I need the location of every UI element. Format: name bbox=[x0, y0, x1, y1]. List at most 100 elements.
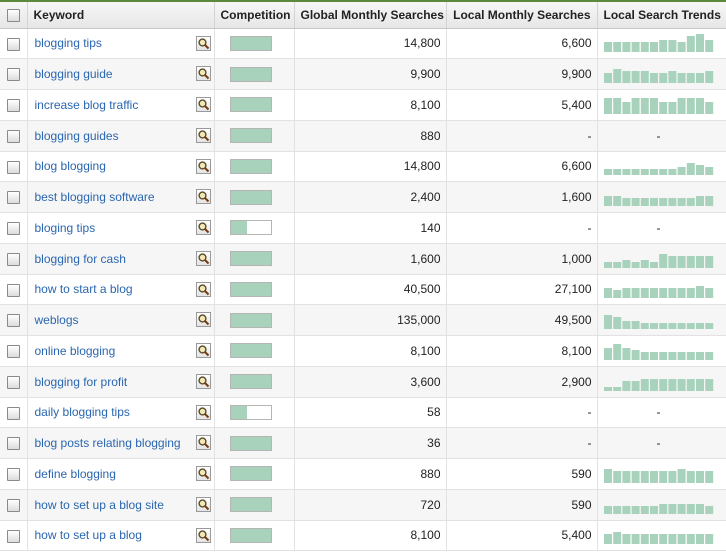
keyword-link[interactable]: weblogs bbox=[34, 313, 79, 328]
magnifier-icon[interactable] bbox=[195, 97, 211, 112]
magnifier-icon[interactable] bbox=[195, 435, 211, 451]
competition-bar-fill bbox=[230, 467, 271, 481]
magnifier-icon[interactable] bbox=[195, 35, 211, 51]
keyword-cell: how to set up a blog bbox=[27, 520, 215, 552]
keyword-cell: daily blogging tips bbox=[27, 397, 215, 429]
row-checkbox[interactable] bbox=[6, 345, 20, 359]
local-searches-column-header[interactable]: Local Monthly Searches bbox=[446, 2, 598, 29]
trend-bar bbox=[621, 259, 630, 268]
keyword-cell: blogging guide bbox=[27, 58, 215, 90]
keyword-link[interactable]: blogging tips bbox=[34, 36, 102, 51]
trend-bar bbox=[640, 378, 649, 391]
trend-bar bbox=[686, 73, 695, 84]
row-checkbox[interactable] bbox=[6, 160, 20, 174]
trend-bar bbox=[603, 315, 612, 330]
trend-bar bbox=[686, 36, 695, 53]
magnifier-icon[interactable] bbox=[195, 127, 211, 143]
magnifier-icon[interactable] bbox=[195, 466, 211, 481]
trend-cell: - bbox=[597, 427, 726, 459]
row-checkbox[interactable] bbox=[6, 283, 20, 297]
competition-column-header[interactable]: Competition bbox=[214, 2, 295, 29]
magnifier-icon[interactable] bbox=[195, 343, 211, 358]
trend-bar bbox=[612, 343, 621, 360]
trend-sparkline bbox=[603, 34, 713, 53]
trend-bar bbox=[612, 196, 621, 207]
trend-bar bbox=[649, 169, 658, 176]
magnifier-icon[interactable] bbox=[195, 66, 211, 82]
table-row: blog blogging 14,800 6,600 bbox=[0, 151, 726, 183]
competition-bar-fill bbox=[230, 36, 271, 50]
magnifier-icon[interactable] bbox=[195, 158, 211, 174]
magnifier-icon[interactable] bbox=[195, 220, 211, 235]
trend-bar bbox=[603, 288, 612, 299]
competition-bar bbox=[229, 97, 272, 113]
global-searches-cell: 135,000 bbox=[294, 304, 447, 336]
magnifier-icon[interactable] bbox=[195, 312, 211, 328]
trend-bar bbox=[631, 97, 640, 114]
keyword-link[interactable]: daily blogging tips bbox=[34, 405, 130, 420]
row-checkbox[interactable] bbox=[6, 314, 20, 328]
trend-bar bbox=[658, 534, 667, 545]
trend-cell bbox=[597, 304, 726, 336]
row-checkbox[interactable] bbox=[6, 529, 20, 543]
keyword-link[interactable]: blogging for cash bbox=[34, 251, 126, 266]
keyword-link[interactable]: define blogging bbox=[34, 466, 116, 481]
row-checkbox[interactable] bbox=[6, 468, 20, 482]
keyword-link[interactable]: blogging guides bbox=[34, 128, 119, 143]
keyword-link[interactable]: blog blogging bbox=[34, 159, 106, 174]
keyword-link[interactable]: online blogging bbox=[34, 343, 116, 358]
row-checkbox[interactable] bbox=[6, 222, 20, 236]
row-checkbox[interactable] bbox=[6, 406, 20, 420]
keyword-cell: blogging for cash bbox=[27, 243, 215, 275]
magnifier-icon[interactable] bbox=[195, 250, 211, 266]
magnifier-icon[interactable] bbox=[195, 496, 211, 512]
local-searches-cell: 9,900 bbox=[446, 58, 598, 90]
select-all-checkbox[interactable] bbox=[6, 8, 20, 22]
keyword-link[interactable]: how to set up a blog site bbox=[34, 497, 164, 512]
global-searches-cell: 140 bbox=[294, 212, 447, 244]
trend-bar bbox=[612, 317, 621, 330]
row-select-cell bbox=[0, 489, 28, 521]
competition-bar bbox=[229, 435, 272, 451]
keyword-link[interactable]: how to start a blog bbox=[34, 282, 133, 297]
keyword-link[interactable]: bloging tips bbox=[34, 220, 96, 235]
row-checkbox[interactable] bbox=[6, 68, 20, 82]
row-checkbox[interactable] bbox=[6, 191, 20, 205]
keyword-column-header[interactable]: Keyword bbox=[27, 2, 215, 29]
keyword-cell: define blogging bbox=[27, 458, 215, 490]
table-row: blogging for cash 1,600 1,000 bbox=[0, 243, 726, 275]
trend-bar bbox=[603, 42, 612, 53]
keyword-link[interactable]: blogging for profit bbox=[34, 374, 128, 389]
global-searches-column-header[interactable]: Global Monthly Searches bbox=[294, 2, 447, 29]
row-select-cell bbox=[0, 274, 28, 306]
row-checkbox[interactable] bbox=[6, 37, 20, 51]
magnifier-icon[interactable] bbox=[195, 189, 211, 205]
keyword-link[interactable]: increase blog traffic bbox=[34, 97, 139, 112]
row-checkbox[interactable] bbox=[6, 99, 20, 113]
trend-bar bbox=[686, 503, 695, 514]
keyword-link[interactable]: best blogging software bbox=[34, 190, 155, 205]
row-checkbox[interactable] bbox=[6, 437, 20, 451]
trend-bar bbox=[695, 503, 704, 514]
global-searches-cell: 8,100 bbox=[294, 520, 447, 552]
keyword-link[interactable]: blog posts relating blogging bbox=[34, 436, 181, 451]
row-checkbox[interactable] bbox=[6, 498, 20, 512]
local-trends-column-header[interactable]: Local Search Trends bbox=[597, 2, 726, 29]
keyword-link[interactable]: blogging guide bbox=[34, 67, 113, 82]
keyword-link[interactable]: how to set up a blog bbox=[34, 528, 142, 543]
trend-bar bbox=[612, 69, 621, 84]
magnifier-icon[interactable] bbox=[195, 527, 211, 543]
magnifier-icon[interactable] bbox=[195, 373, 211, 389]
row-checkbox[interactable] bbox=[6, 375, 20, 389]
global-searches-cell: 8,100 bbox=[294, 89, 447, 121]
competition-bar-fill bbox=[230, 129, 271, 143]
row-checkbox[interactable] bbox=[6, 129, 20, 143]
competition-bar bbox=[229, 343, 272, 359]
row-checkbox[interactable] bbox=[6, 252, 20, 266]
magnifier-icon[interactable] bbox=[195, 281, 211, 297]
competition-cell bbox=[214, 427, 295, 459]
keyword-cell: weblogs bbox=[27, 304, 215, 336]
trend-bar bbox=[695, 97, 704, 114]
magnifier-icon[interactable] bbox=[195, 404, 211, 420]
trend-bar bbox=[704, 101, 713, 114]
